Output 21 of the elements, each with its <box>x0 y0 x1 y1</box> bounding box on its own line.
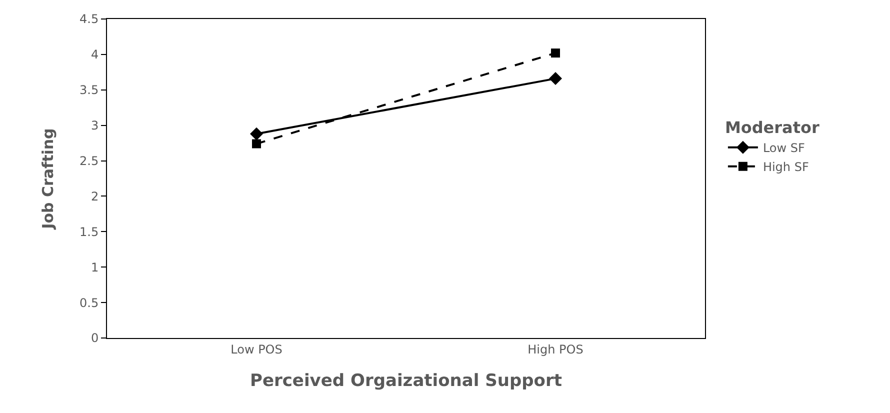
point <box>551 48 560 58</box>
legend-label: High SF <box>762 160 809 174</box>
y-tick-label: 0 <box>90 331 99 346</box>
point <box>252 139 261 148</box>
y-tick-label: 3.5 <box>80 83 99 98</box>
y-tick-label: 2 <box>90 189 99 204</box>
legend-title: Moderator <box>724 118 820 137</box>
y-tick-label: 4.5 <box>80 12 99 26</box>
legend-label: Low SF <box>762 141 806 156</box>
y-tick-label: 1 <box>90 260 99 274</box>
y-axis-title: Job Crafting <box>38 128 57 230</box>
x-tick-label: Low POS <box>230 342 282 356</box>
y-tick-label: 3 <box>90 118 99 133</box>
point <box>549 72 562 86</box>
x-tick-label: High POS <box>528 342 584 356</box>
point <box>250 127 263 140</box>
y-tick-label: 4 <box>90 48 99 62</box>
y-tick-label: 1.5 <box>80 224 99 239</box>
x-axis-title: Perceived Orgaizational Support <box>250 370 562 391</box>
y-tick-label: 2.5 <box>80 154 99 168</box>
y-tick-label: 0.5 <box>80 296 99 310</box>
